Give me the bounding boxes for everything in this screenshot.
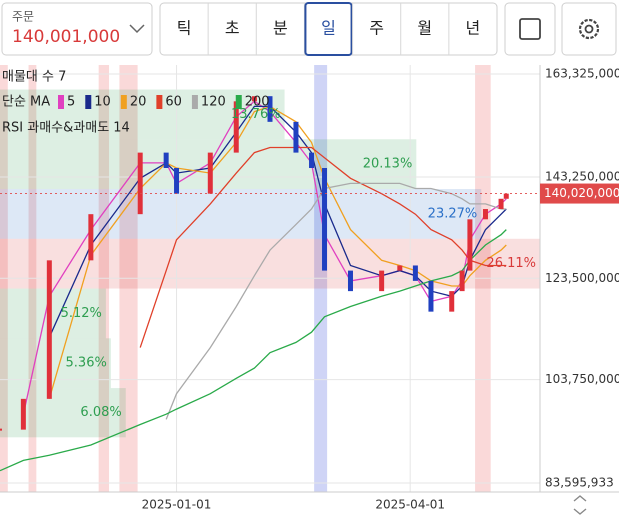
volume-profile-label: 6.08% bbox=[80, 405, 121, 420]
period-button[interactable]: 일 bbox=[321, 19, 336, 38]
square-icon bbox=[519, 18, 541, 40]
candle bbox=[467, 219, 473, 271]
candle bbox=[207, 152, 213, 194]
y-tick-label: 163,325,000 bbox=[545, 67, 619, 81]
volume-profile-label: 5.12% bbox=[61, 306, 102, 321]
overlay-label: 매물대 수 7 bbox=[2, 70, 66, 85]
period-button[interactable]: 년 bbox=[466, 19, 481, 38]
period-button[interactable]: 틱 bbox=[177, 19, 192, 38]
y-tick-label: 143,250,000 bbox=[545, 169, 619, 183]
legend-swatch bbox=[191, 95, 198, 109]
candle bbox=[309, 152, 315, 169]
candle bbox=[428, 280, 434, 312]
last-price-label: 140,020,000 bbox=[544, 186, 619, 200]
volume-profile-label: 26.11% bbox=[486, 256, 536, 271]
text-layer: 6.08% 5.36% 5.12% 26.11% 23.27% 20.13% 13.76% 매… bbox=[2, 70, 536, 421]
candle bbox=[293, 121, 299, 153]
y-tick-label: 103,750,000 bbox=[545, 372, 619, 386]
candle bbox=[482, 209, 488, 220]
draw-button[interactable] bbox=[504, 2, 556, 56]
candle bbox=[174, 168, 180, 194]
legend-swatch bbox=[235, 95, 242, 109]
candle bbox=[46, 260, 52, 399]
line-layer bbox=[0, 96, 540, 472]
candle bbox=[251, 96, 257, 102]
legend-label: 200 bbox=[245, 95, 270, 110]
candle bbox=[503, 193, 509, 199]
volume-profile-bar bbox=[0, 189, 482, 239]
legend-swatch bbox=[156, 95, 163, 109]
order-label: 주문 bbox=[12, 10, 34, 24]
y-tick-label: 83,595,933 bbox=[545, 476, 614, 490]
volume-profile-label: 20.13% bbox=[363, 157, 413, 172]
candle bbox=[347, 270, 353, 292]
selected-button[interactable] bbox=[304, 2, 353, 56]
candle bbox=[449, 291, 455, 312]
gear-icon bbox=[578, 18, 600, 40]
order-price: 140,001,000 bbox=[12, 27, 120, 47]
gear-center bbox=[584, 24, 594, 34]
legend-label: 20 bbox=[130, 95, 147, 110]
candle bbox=[0, 428, 2, 431]
legend-label: 10 bbox=[94, 95, 111, 110]
volume-profile-label: 23.27% bbox=[428, 206, 478, 221]
ma-line bbox=[0, 229, 507, 472]
candle bbox=[267, 96, 273, 122]
candle bbox=[163, 152, 169, 169]
legend-swatch bbox=[120, 95, 127, 109]
scale-icon bbox=[573, 495, 587, 515]
ma-line bbox=[165, 182, 507, 420]
period-button[interactable]: 주 bbox=[369, 19, 384, 38]
last-price-box bbox=[540, 183, 619, 204]
candle bbox=[379, 270, 385, 292]
candle bbox=[233, 101, 239, 153]
period-button[interactable]: 분 bbox=[273, 19, 288, 38]
legend-label: 60 bbox=[165, 95, 182, 110]
settings-button[interactable] bbox=[561, 2, 617, 56]
volume-profile-label: 13.76% bbox=[231, 107, 281, 122]
legend-label: 120 bbox=[201, 95, 226, 110]
candle bbox=[20, 398, 26, 430]
overlay-label: RSI 과매수&과매도 14 bbox=[2, 121, 130, 136]
candle bbox=[397, 265, 403, 271]
y-tick-label: 123,500,000 bbox=[545, 271, 619, 285]
period-button[interactable]: 초 bbox=[225, 19, 240, 38]
toolbar: 주문 140,001,000 bbox=[1, 2, 617, 56]
candle bbox=[412, 265, 418, 281]
period-button[interactable]: 월 bbox=[417, 19, 432, 38]
volume-profile-label: 5.36% bbox=[66, 356, 107, 371]
chevron-icon bbox=[129, 24, 145, 34]
candle bbox=[322, 168, 328, 271]
candle bbox=[88, 214, 94, 261]
ma-line bbox=[139, 146, 507, 348]
x-tick-label: 2025-04-01 bbox=[375, 498, 445, 512]
order-box[interactable] bbox=[1, 2, 153, 56]
x-tick-label: 2025-01-01 bbox=[142, 498, 212, 512]
overlay-label: 단순 MA bbox=[2, 95, 50, 110]
candle bbox=[498, 198, 504, 210]
legend-swatch bbox=[85, 95, 92, 109]
legend-label: 5 bbox=[67, 95, 75, 110]
candle bbox=[137, 152, 143, 215]
candle bbox=[459, 270, 465, 292]
legend-swatch bbox=[58, 95, 64, 109]
